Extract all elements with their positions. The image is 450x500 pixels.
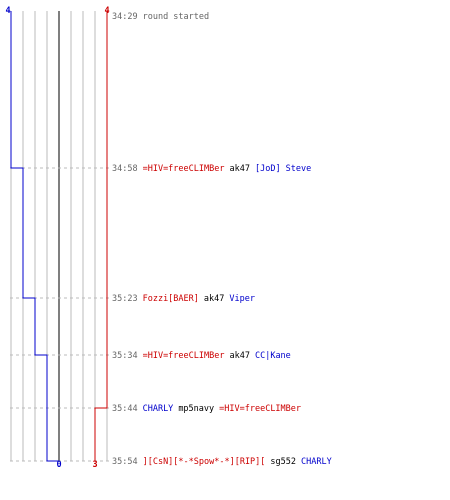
label-layer: 4 4 0 3 bbox=[5, 6, 109, 470]
player-name: =HIV=freeCLIMBer bbox=[219, 404, 301, 414]
player-name: =HIV=freeCLIMBer bbox=[143, 164, 225, 174]
red-end-count: 3 bbox=[92, 460, 97, 470]
player-name: Fozzi[BAER] bbox=[143, 294, 199, 304]
grid-layer bbox=[10, 11, 108, 461]
kill-event: 35:23 Fozzi[BAER] ak47 Viper bbox=[112, 294, 255, 304]
player-name: Viper bbox=[229, 294, 255, 304]
player-name: [JoD] Steve bbox=[255, 164, 311, 174]
kill-event: 35:54 ][CsN][*-*Spow*-*][RIP][ sg552 CHARLY bbox=[112, 457, 332, 467]
kill-event: 35:44 CHARLY mp5navy =HIV=freeCLIMBer bbox=[112, 404, 301, 414]
kill-event: 35:34 =HIV=freeCLIMBer ak47 CC|Kane bbox=[112, 351, 291, 361]
blue-end-count: 0 bbox=[56, 460, 61, 470]
red-start-count: 4 bbox=[104, 6, 109, 16]
event-guide-layer bbox=[10, 167, 110, 462]
weapon-name: ak47 bbox=[229, 351, 249, 361]
weapon-name: mp5navy bbox=[178, 404, 214, 414]
player-name: CHARLY bbox=[143, 404, 174, 414]
blue-start-count: 4 bbox=[5, 6, 10, 16]
player-name: CHARLY bbox=[301, 457, 332, 467]
player-name: =HIV=freeCLIMBer bbox=[143, 351, 225, 361]
weapon-name: sg552 bbox=[270, 457, 296, 467]
event-time: 34:29 bbox=[112, 12, 138, 22]
weapon-name: ak47 bbox=[204, 294, 224, 304]
event-time: 35:44 bbox=[112, 404, 138, 414]
kill-event: 34:58 =HIV=freeCLIMBer ak47 [JoD] Steve bbox=[112, 164, 311, 174]
event-time: 35:34 bbox=[112, 351, 138, 361]
blue-team-alive-line bbox=[10, 11, 59, 462]
event-time: 34:58 bbox=[112, 164, 138, 174]
weapon-name: ak47 bbox=[229, 164, 249, 174]
round-start-event: 34:29 round started bbox=[112, 12, 209, 22]
player-name: CC|Kane bbox=[255, 351, 291, 361]
player-name: round started bbox=[143, 12, 210, 22]
event-log: 34:29 round started 34:58 =HIV=freeCLIMBer a… bbox=[112, 12, 332, 467]
red-team-alive-line bbox=[94, 11, 108, 461]
series-layer bbox=[10, 11, 108, 462]
event-time: 35:23 bbox=[112, 294, 138, 304]
player-name: ][CsN][*-*Spow*-*][RIP][ bbox=[143, 457, 266, 467]
event-time: 35:54 bbox=[112, 457, 138, 467]
